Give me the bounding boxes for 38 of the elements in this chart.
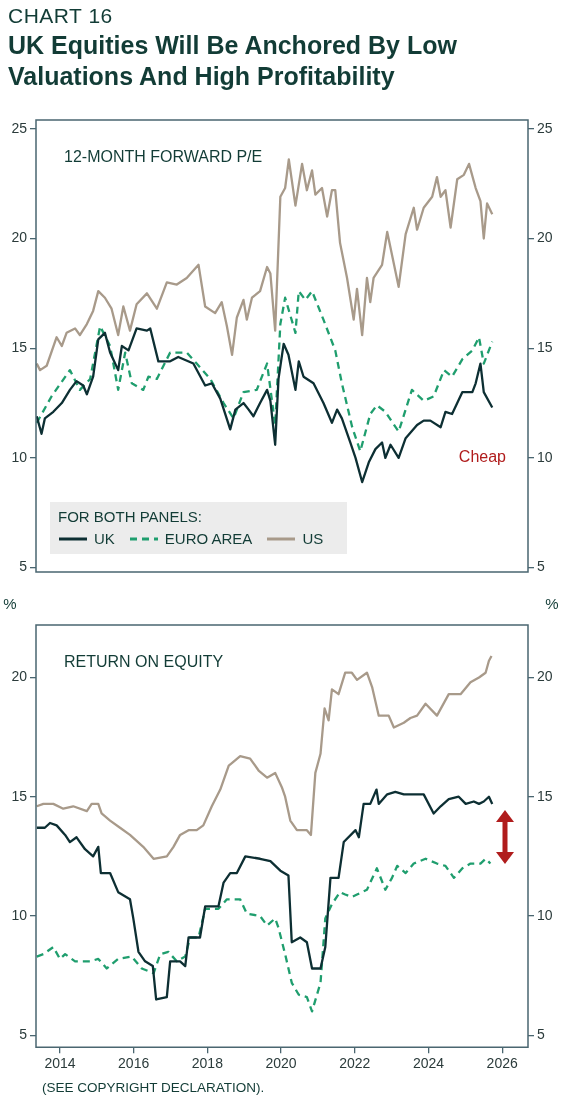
x-tick-label: 2020 <box>265 1055 297 1072</box>
y-axis-title: % <box>3 595 17 613</box>
y2-tick-label: 15 <box>537 339 553 356</box>
y-tick-label: 10 <box>11 906 28 923</box>
legend-title: FOR BOTH PANELS: <box>58 508 203 525</box>
text: 12-MONTH FORWARD P/E <box>64 148 263 166</box>
x-tick-label: 2022 <box>339 1055 371 1072</box>
y-tick-label: 10 <box>11 448 28 465</box>
text: RETURN ON EQUITY <box>64 653 224 671</box>
legend-label: EURO AREA <box>164 530 253 547</box>
y-tick-label: 5 <box>19 558 28 575</box>
x-tick-label: 2024 <box>412 1055 445 1072</box>
y-tick-label: 25 <box>11 119 28 136</box>
y-tick-label: 15 <box>11 787 28 804</box>
y-tick-label: 20 <box>11 668 28 685</box>
y2-tick-label: 10 <box>537 906 553 923</box>
y2-tick-label: 20 <box>537 229 553 246</box>
x-tick-label: 2014 <box>44 1055 76 1072</box>
legend-label: UK <box>94 530 115 547</box>
y2-tick-label: 5 <box>537 1026 545 1043</box>
legend-label: US <box>302 530 324 547</box>
chart-title: UK Equities Will Be Anchored By Low Valuations And High Profitability <box>8 30 458 92</box>
x-tick-label: 2018 <box>191 1055 224 1072</box>
y-tick-label: 20 <box>11 229 28 246</box>
line-series <box>36 857 492 1013</box>
caption: CHART 16 <box>8 4 114 28</box>
y2-tick-label: 5 <box>537 558 545 575</box>
x-tick-label: 2026 <box>486 1055 518 1072</box>
y2-tick-label: 20 <box>537 668 553 685</box>
y-tick-label: 15 <box>11 339 28 356</box>
annotation: Cheap <box>458 448 507 466</box>
y-tick-label: 5 <box>19 1026 28 1043</box>
y2-tick-label: 15 <box>537 787 553 804</box>
text: (SEE COPYRIGHT DECLARATION). <box>41 1079 266 1095</box>
y2-tick-label: 10 <box>537 448 553 465</box>
y2-axis-title: % <box>545 595 559 613</box>
x-tick-label: 2016 <box>118 1055 150 1072</box>
y2-tick-label: 25 <box>537 119 553 136</box>
